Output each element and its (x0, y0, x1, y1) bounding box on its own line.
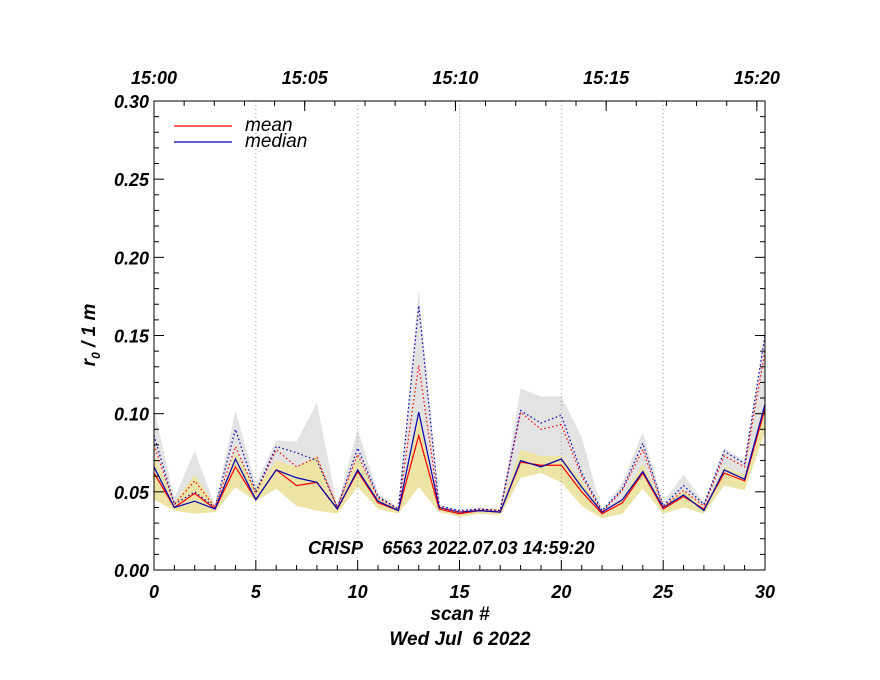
top-tick-label-0: 15:00 (131, 68, 177, 88)
y-tick-label-0.30: 0.30 (114, 92, 149, 112)
instrument-annotation: CRISP 6563 2022.07.03 14:59:20 (308, 538, 595, 558)
y-axis-label: r0 / 1 m (79, 304, 103, 367)
x-tick-label-0: 0 (149, 582, 159, 602)
y-tick-label-0.20: 0.20 (114, 248, 149, 268)
date-label: Wed Jul 6 2022 (389, 629, 531, 650)
series-median-upper (153, 305, 766, 512)
x-tick-label-5: 5 (251, 582, 262, 602)
bands-group (154, 288, 765, 519)
top-tick-label-2: 15:10 (432, 68, 478, 88)
legend-median-label: median (245, 131, 307, 152)
top-tick-label-4: 15:20 (734, 68, 780, 88)
x-tick-label-30: 30 (755, 582, 775, 602)
x-axis-label: scan # (430, 604, 490, 625)
x-tick-label-15: 15 (449, 582, 470, 602)
legend: mean median (174, 115, 307, 152)
series-mean-upper (153, 351, 766, 514)
y-tick-label-0.15: 0.15 (114, 327, 150, 347)
y-axis-label-r: r (79, 357, 100, 366)
y-axis-label-rest: / 1 m (79, 304, 100, 353)
y-tick-label-0.10: 0.10 (114, 405, 149, 425)
series-lines (153, 305, 766, 515)
y-axis-label-sub: 0 (89, 352, 103, 359)
legend-mean-label: mean (245, 115, 293, 136)
svg-text:r0 / 1 m: r0 / 1 m (79, 304, 103, 367)
y-tick-label-0.05: 0.05 (114, 483, 150, 503)
gray-band (154, 288, 765, 516)
axes-group: 0 5 10 15 20 25 30 15:00 15:05 15:10 15:15 15:20 0.0… (114, 68, 780, 602)
x-tick-label-20: 20 (550, 582, 571, 602)
y-tick-label-0.25: 0.25 (114, 170, 150, 190)
top-tick-label-3: 15:15 (583, 68, 630, 88)
x-tick-label-25: 25 (652, 582, 674, 602)
top-tick-label-1: 15:05 (282, 68, 329, 88)
yellow-band (154, 408, 765, 519)
x-tick-label-10: 10 (348, 582, 368, 602)
y-tick-label-0.00: 0.00 (114, 561, 149, 581)
